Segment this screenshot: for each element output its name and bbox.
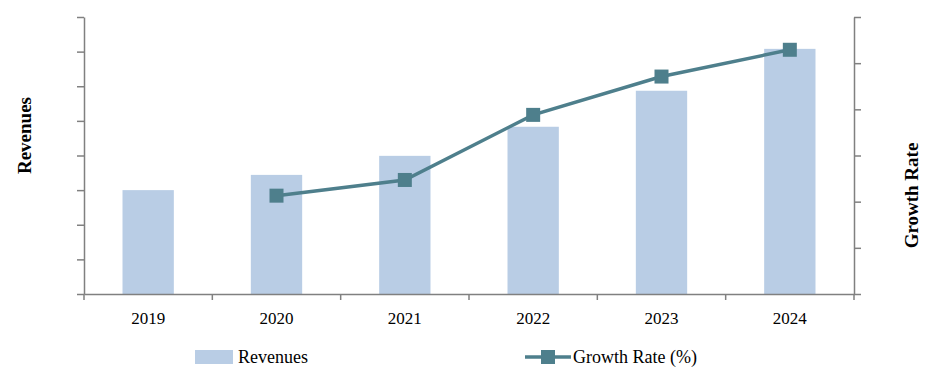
- bar: [764, 49, 815, 294]
- y2-axis-tick-mark: [854, 155, 861, 157]
- x-tick-label: 2021: [388, 309, 422, 328]
- y-axis-tick: [77, 225, 84, 226]
- x-tick-label: 2020: [260, 309, 294, 328]
- bar: [123, 190, 174, 294]
- y-axis-tick: [77, 86, 84, 87]
- legend-swatch: [195, 350, 233, 364]
- legend-item: Revenues: [195, 347, 308, 367]
- x-tick-label: 2024: [773, 309, 808, 328]
- x-boundary-tick: [725, 294, 727, 300]
- x-boundary-tick: [597, 294, 599, 300]
- y2-axis-tick: [854, 202, 861, 203]
- x-tick: 2023: [645, 309, 679, 328]
- y-axis-tick: [77, 259, 84, 260]
- y2-axis-tick: [854, 17, 861, 18]
- y2-axis-tick: [854, 294, 861, 295]
- legend: Revenues Growth Rate (%): [195, 347, 697, 368]
- y-axis-tick-mark: [77, 155, 84, 157]
- y2-axis-title: Growth Rate: [901, 143, 922, 249]
- marker: [270, 189, 284, 203]
- marker: [783, 43, 797, 57]
- y2-axis-tick-mark: [854, 248, 861, 250]
- x-tick: 2022: [516, 309, 550, 328]
- x-tick: 2019: [131, 309, 165, 328]
- legend-label: Growth Rate (%): [573, 347, 697, 368]
- y-axis-tick: [77, 52, 84, 53]
- marker: [526, 108, 540, 122]
- y-axis-tick: [77, 121, 84, 122]
- y-axis-tick-mark: [77, 190, 84, 192]
- bar: [636, 91, 687, 294]
- marker: [655, 70, 669, 84]
- y2-axis-tick: [854, 156, 861, 157]
- y-axis: [77, 18, 85, 295]
- y2-axis-tick-mark: [854, 294, 861, 296]
- y-axis-title: Revenues: [14, 97, 35, 174]
- plot-area: [123, 43, 816, 294]
- x-boundary-tick: [340, 294, 342, 300]
- x-tick-label: 2023: [645, 309, 679, 328]
- y2-axis-tick-mark: [854, 17, 861, 19]
- x-tick-label: 2022: [516, 309, 550, 328]
- y2-axis-tick-mark: [854, 109, 861, 111]
- x-axis: 2019 2020 2021 2022 2023 2024: [85, 295, 855, 329]
- y2-axis: [854, 18, 861, 295]
- y-axis-tick-mark: [77, 294, 84, 296]
- x-tick: 2024: [773, 309, 808, 328]
- y-axis-tick-mark: [77, 259, 84, 261]
- y-axis-tick-mark: [77, 225, 84, 227]
- y-axis-tick-mark: [77, 17, 84, 19]
- chart: 2019 2020 2021 2022 2023 2024 Revenues Growth R…: [0, 0, 928, 378]
- x-tick: 2021: [388, 309, 422, 328]
- y-axis-tick: [77, 17, 84, 18]
- x-tick: 2020: [260, 309, 294, 328]
- y2-axis-tick: [854, 109, 861, 110]
- y-axis-tick-mark: [77, 121, 84, 123]
- marker: [398, 173, 412, 187]
- y-axis-tick: [77, 294, 84, 295]
- y2-axis-tick: [854, 248, 861, 249]
- x-tick-label: 2019: [131, 309, 165, 328]
- y-axis-tick: [77, 156, 84, 157]
- legend-marker: [541, 350, 555, 364]
- legend-item: Growth Rate (%): [525, 347, 697, 368]
- x-boundary-tick: [212, 294, 214, 300]
- x-boundary-tick: [468, 294, 470, 300]
- y2-axis-tick-mark: [854, 63, 861, 65]
- y-axis-tick: [77, 190, 84, 191]
- bar: [379, 156, 430, 294]
- bar: [508, 127, 559, 294]
- y-axis-tick-mark: [77, 86, 84, 88]
- y2-axis-tick-mark: [854, 201, 861, 203]
- y-axis-tick-mark: [77, 51, 84, 53]
- y2-axis-tick: [854, 63, 861, 64]
- line: [277, 50, 790, 196]
- legend-label: Revenues: [238, 347, 308, 367]
